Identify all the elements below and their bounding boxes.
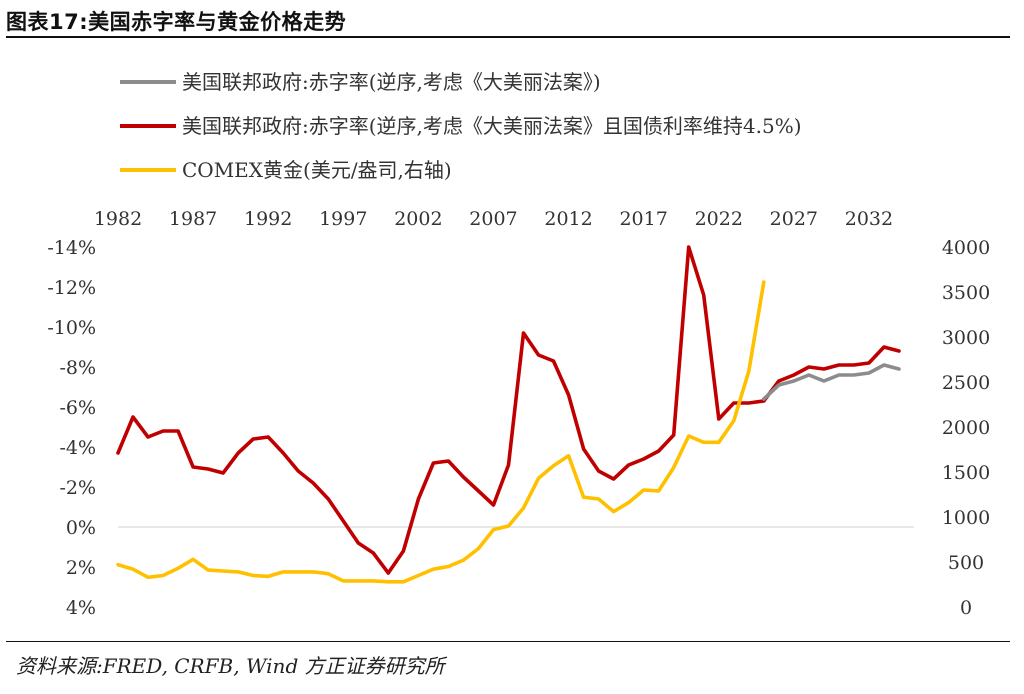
- right-tick-label: 4000: [942, 237, 990, 259]
- x-tick-label: 1987: [169, 208, 217, 230]
- x-tick-label: 2007: [469, 208, 517, 230]
- legend-label: COMEX黄金(美元/盎司,右轴): [182, 158, 452, 182]
- right-tick-label: 1500: [942, 462, 990, 484]
- left-tick-label: -8%: [59, 357, 96, 379]
- right-tick-label: 2500: [942, 372, 990, 394]
- right-tick-label: 3000: [942, 327, 990, 349]
- series-line-1: [761, 363, 901, 401]
- left-tick-label: -10%: [47, 317, 96, 339]
- title-rule: [6, 36, 1010, 38]
- x-tick-label: 2022: [695, 208, 743, 230]
- source-rule: [6, 641, 1010, 642]
- legend: 美国联邦政府:赤字率(逆序,考虑《大美丽法案》) 美国联邦政府:赤字率(逆序,考虑…: [120, 70, 802, 182]
- right-tick-label: 2000: [942, 417, 990, 439]
- right-tick-label: 500: [948, 552, 984, 574]
- left-tick-label: 2%: [66, 557, 96, 579]
- legend-label: 美国联邦政府:赤字率(逆序,考虑《大美丽法案》且国债利率维持4.5%): [182, 114, 802, 138]
- series-line-3: [116, 280, 766, 584]
- left-axis-ticks: 4% 2% 0% -2% -4% -6% -8% -10% -12% -14%: [47, 237, 96, 619]
- left-tick-label: -4%: [59, 437, 96, 459]
- chart-title: 图表17:美国赤字率与黄金价格走势: [6, 10, 347, 34]
- x-tick-label: 1992: [244, 208, 292, 230]
- right-tick-label: 1000: [942, 507, 990, 529]
- x-tick-label: 2017: [619, 208, 667, 230]
- source-note: 资料来源:FRED, CRFB, Wind 方正证券研究所: [16, 654, 445, 678]
- right-tick-label: 3500: [942, 282, 990, 304]
- x-tick-label: 1982: [94, 208, 142, 230]
- left-tick-label: -6%: [59, 397, 96, 419]
- left-tick-label: -12%: [47, 277, 96, 299]
- left-tick-label: 0%: [66, 517, 96, 539]
- legend-label: 美国联邦政府:赤字率(逆序,考虑《大美丽法案》): [182, 70, 601, 94]
- left-tick-label: 4%: [66, 597, 96, 619]
- right-axis-ticks: 0 500 1000 1500 2000 2500 3000 3500 4000: [942, 237, 990, 619]
- x-axis-ticks: 1982 1987 1992 1997 2002 2007 2012 2017 2022 2027…: [94, 208, 893, 230]
- left-tick-label: -14%: [47, 237, 96, 259]
- left-tick-label: -2%: [59, 477, 96, 499]
- series-lines: [116, 245, 901, 584]
- right-tick-label: 0: [960, 597, 972, 619]
- x-tick-label: 2032: [845, 208, 893, 230]
- x-tick-label: 2012: [544, 208, 592, 230]
- x-tick-label: 2002: [394, 208, 442, 230]
- x-tick-label: 2027: [770, 208, 818, 230]
- x-tick-label: 1997: [319, 208, 367, 230]
